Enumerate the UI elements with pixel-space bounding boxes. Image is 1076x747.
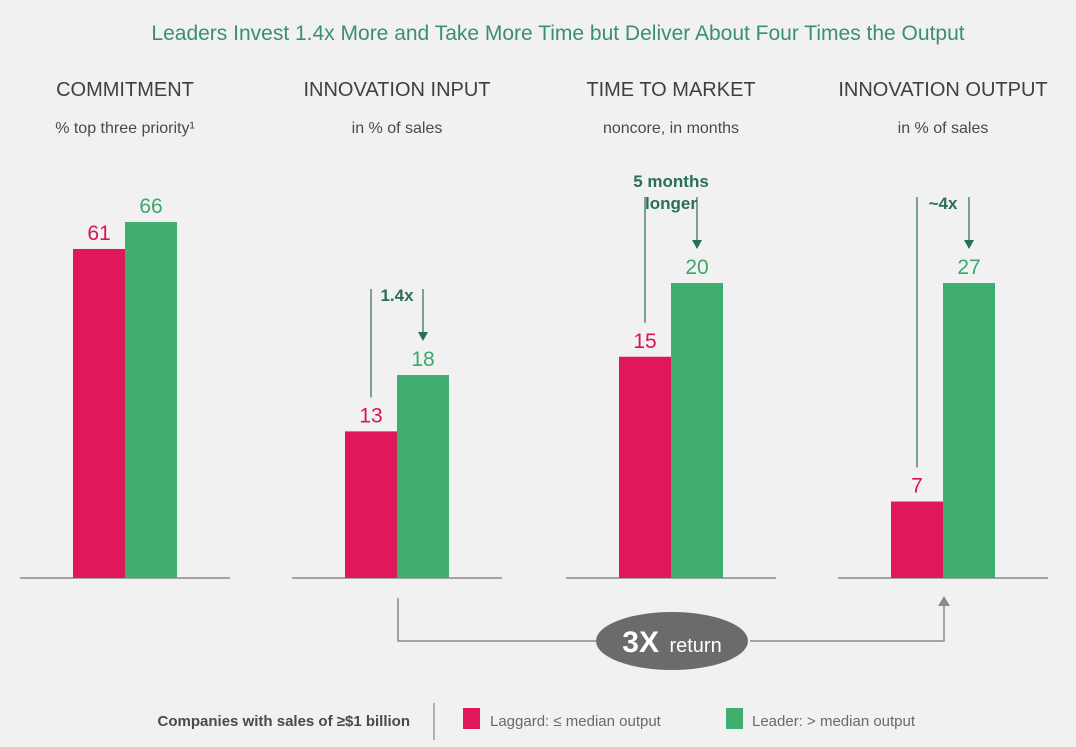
bar-laggard xyxy=(345,431,397,578)
bar-leader xyxy=(397,375,449,578)
bar-laggard xyxy=(73,248,125,578)
panel-4: INNOVATION OUTPUT in % of sales 7 27 ~4x xyxy=(838,79,1048,579)
bar-leader xyxy=(125,222,177,578)
legend-label-leader: Leader: > median output xyxy=(752,713,916,730)
panel-title: INNOVATION OUTPUT xyxy=(838,79,1047,101)
value-label-leader: 18 xyxy=(411,348,434,371)
panel-subtitle: in % of sales xyxy=(898,120,989,137)
return-connector-line-right xyxy=(750,604,945,642)
panels: COMMITMENT % top three priority¹ 61 66 INNOV… xyxy=(20,79,1048,579)
value-label-laggard: 15 xyxy=(633,330,656,353)
legend-heading: Companies with sales of ≥$1 billion xyxy=(158,713,410,730)
return-connector-line xyxy=(397,598,596,642)
annotation-label: 5 months longer xyxy=(633,172,709,213)
panel-subtitle: % top three priority¹ xyxy=(55,120,195,137)
annotation-arrowhead xyxy=(964,240,974,249)
bar-leader xyxy=(671,283,723,578)
value-label-leader: 20 xyxy=(685,256,708,279)
bar-leader xyxy=(943,283,995,578)
annotation-arrowhead xyxy=(692,240,702,249)
value-label-laggard: 7 xyxy=(911,475,923,498)
return-badge xyxy=(596,612,748,670)
value-label-laggard: 13 xyxy=(359,404,382,427)
value-label-laggard: 61 xyxy=(87,222,110,245)
bar-laggard xyxy=(891,501,943,578)
return-arrowhead xyxy=(938,596,950,606)
return-label: 3X return xyxy=(622,626,721,659)
panel-2: INNOVATION INPUT in % of sales 13 18 1.4x xyxy=(292,79,502,579)
value-label-leader: 27 xyxy=(957,256,980,279)
panel-title: TIME TO MARKET xyxy=(586,79,755,101)
legend: Companies with sales of ≥$1 billion Lagg… xyxy=(158,703,916,740)
legend-label-laggard: Laggard: ≤ median output xyxy=(490,713,662,730)
legend-swatch-laggard xyxy=(463,708,480,729)
annotation-label: ~4x xyxy=(929,194,958,213)
annotation-label: 1.4x xyxy=(380,286,414,305)
panel-title: COMMITMENT xyxy=(56,79,194,101)
annotation-arrowhead xyxy=(418,332,428,341)
panel-subtitle: noncore, in months xyxy=(603,120,739,137)
return-connector: 3X return xyxy=(397,596,950,670)
legend-swatch-leader xyxy=(726,708,743,729)
value-label-leader: 66 xyxy=(139,195,162,218)
panel-title: INNOVATION INPUT xyxy=(303,79,490,101)
bar-laggard xyxy=(619,356,671,578)
panel-1: COMMITMENT % top three priority¹ 61 66 xyxy=(20,79,230,579)
panel-subtitle: in % of sales xyxy=(352,120,443,137)
panel-3: TIME TO MARKET noncore, in months 15 20 5 mo… xyxy=(566,79,776,579)
chart-title: Leaders Invest 1.4x More and Take More T… xyxy=(151,22,964,45)
